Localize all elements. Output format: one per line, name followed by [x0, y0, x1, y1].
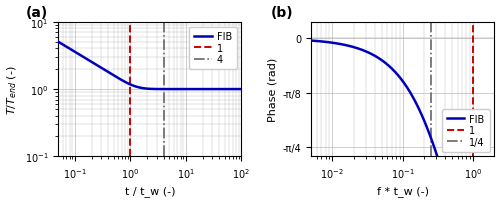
Line: FIB: FIB [58, 43, 242, 90]
FIB [138, 87, 144, 90]
Legend: FIB, 1, 4: FIB, 1, 4 [190, 27, 236, 70]
FIB [56, 41, 62, 44]
4 [161, 88, 167, 91]
X-axis label: t / t_w (-): t / t_w (-) [124, 186, 175, 197]
FIB [163, 88, 169, 91]
FIB [194, 88, 200, 91]
FIB [238, 88, 244, 91]
1 [128, 88, 134, 91]
FIB [193, 88, 199, 91]
Legend: FIB, 1, 1/4: FIB, 1, 1/4 [442, 109, 490, 152]
X-axis label: f * t_w (-): f * t_w (-) [377, 186, 429, 197]
FIB [425, 129, 431, 132]
Y-axis label: Phase (rad): Phase (rad) [267, 58, 277, 122]
FIB [320, 41, 326, 43]
FIB [178, 88, 184, 91]
FIB [308, 40, 314, 43]
FIB [447, 197, 453, 200]
FIB [102, 70, 108, 72]
FIB [414, 105, 420, 108]
FIB [88, 61, 94, 63]
Text: (a): (a) [26, 6, 48, 20]
Text: (b): (b) [271, 6, 293, 20]
Y-axis label: $T/T_{end}$ (-): $T/T_{end}$ (-) [6, 65, 19, 114]
FIB [420, 116, 426, 118]
Line: FIB: FIB [311, 41, 494, 202]
